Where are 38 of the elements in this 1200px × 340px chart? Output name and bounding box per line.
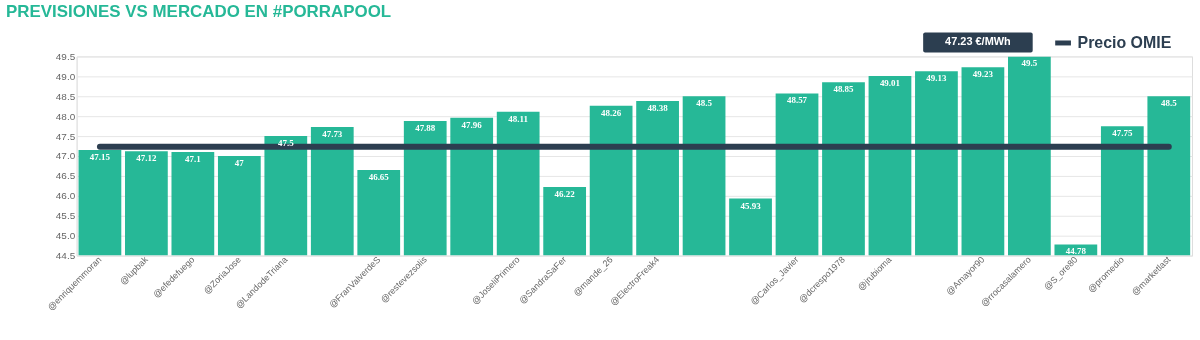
data-label: 49.23	[972, 69, 994, 80]
y-tick-label: 45.5	[55, 210, 76, 222]
y-tick-label: 49.5	[55, 50, 76, 62]
data-label: 47	[234, 157, 245, 168]
data-label: 47.88	[415, 122, 436, 133]
data-label: 47.5	[277, 138, 295, 149]
y-tick-label: 47.5	[55, 130, 76, 142]
data-label: 46.65	[368, 171, 390, 182]
y-tick-label: 48.0	[55, 110, 76, 122]
data-label: 49.13	[926, 73, 948, 84]
data-label: 47.1	[185, 153, 202, 164]
data-label: 48.26	[601, 107, 622, 118]
data-label: 47.75	[1112, 128, 1133, 139]
data-label: 47.15	[89, 151, 111, 162]
data-label: 49.01	[879, 77, 901, 88]
y-tick-label: 45.0	[55, 230, 76, 242]
chart-title: PREVISIONES VS MERCADO EN #PORRAPOOL	[5, 1, 392, 21]
data-label: 48.38	[647, 102, 669, 113]
text: 47.23 €/MWh	[945, 35, 1011, 48]
y-tick-label: 44.5	[55, 250, 76, 262]
data-label: 46.22	[554, 189, 576, 200]
y-tick-label: 47.0	[55, 150, 76, 162]
y-tick-label: 48.5	[55, 90, 76, 102]
y-tick-label: 46.5	[55, 170, 76, 182]
legend-label: Precio OMIE	[1077, 33, 1172, 51]
data-label: 47.73	[322, 128, 343, 139]
data-label: 47.96	[461, 119, 483, 130]
data-label: 44.78	[1065, 246, 1087, 257]
data-label: 47.12	[136, 153, 157, 164]
y-tick-label: 49.0	[55, 70, 76, 82]
data-label: 48.5	[696, 98, 713, 109]
data-label: 48.11	[508, 113, 529, 124]
data-label: 48.85	[833, 84, 855, 95]
data-label: 48.57	[786, 95, 808, 106]
data-label: 45.93	[740, 200, 762, 211]
data-label: 48.5	[1160, 98, 1178, 109]
y-tick-label: 46.0	[55, 190, 76, 202]
data-label: 49.5	[1021, 58, 1038, 69]
